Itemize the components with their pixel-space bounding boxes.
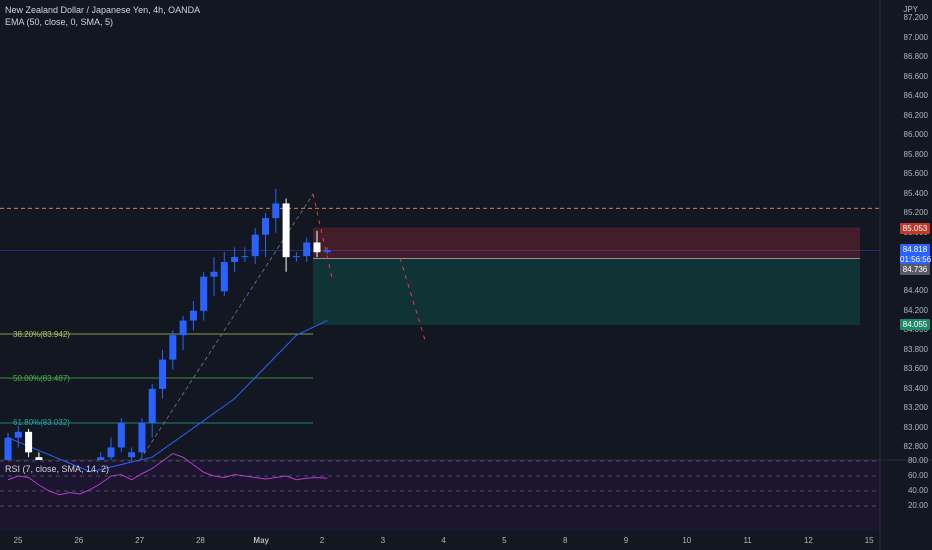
rsi-tick: 80.00 <box>907 456 928 465</box>
candle-body <box>210 271 218 277</box>
candle-body <box>14 431 22 438</box>
price-tick: 87.000 <box>903 32 928 42</box>
rsi-pane <box>7 452 328 496</box>
time-tick: 11 <box>743 536 752 545</box>
price-tick: 86.800 <box>903 52 928 62</box>
target-zone <box>313 258 860 325</box>
candle-body <box>97 457 105 460</box>
price-tick: 85.800 <box>903 149 928 159</box>
fib-label-50: 50.00%(83.487) <box>13 374 70 383</box>
candle-body <box>292 256 300 258</box>
candle-body <box>117 423 125 448</box>
price-tick: 83.400 <box>903 383 928 393</box>
position-tool[interactable] <box>313 227 860 325</box>
ema-legend[interactable]: EMA (50, close, 0, SMA, 5) <box>5 17 114 27</box>
time-tick: 4 <box>441 536 446 545</box>
candles[interactable] <box>4 188 331 460</box>
stop-zone <box>313 227 860 259</box>
candle-body <box>272 203 280 219</box>
candle-body <box>25 431 33 453</box>
price-tick: 83.600 <box>903 364 928 374</box>
countdown-badge: 01:56:56 <box>900 254 932 265</box>
candle-body <box>303 242 311 257</box>
candle-body <box>200 276 208 311</box>
price-tick: 87.200 <box>903 13 928 22</box>
price-tick: 86.000 <box>903 130 928 140</box>
candle-body <box>128 452 136 458</box>
stop-price-badge: 85.053 <box>900 223 930 234</box>
symbol-legend[interactable]: New Zealand Dollar / Japanese Yen, 4h, O… <box>5 5 201 15</box>
trend-line[interactable] <box>139 193 314 461</box>
candle-body <box>4 437 12 460</box>
time-tick: 10 <box>682 536 692 545</box>
candle-body <box>179 320 187 336</box>
price-tick: 83.000 <box>903 422 928 432</box>
candle-body <box>231 257 239 262</box>
time-tick: 27 <box>135 536 145 545</box>
rsi-tick: 60.00 <box>907 471 928 480</box>
projection-line[interactable] <box>312 193 426 341</box>
time-tick: 8 <box>562 536 568 545</box>
price-tick: 85.200 <box>903 208 928 218</box>
candle-body <box>262 218 269 235</box>
rsi-tick: 40.00 <box>907 486 928 495</box>
time-tick: 28 <box>195 536 205 545</box>
candle-body <box>189 310 197 321</box>
rsi-line <box>7 452 328 496</box>
candle-body <box>35 457 43 460</box>
candle-body <box>148 388 156 424</box>
price-tick: 84.200 <box>903 305 928 315</box>
time-tick: 2 <box>319 536 325 545</box>
candle-body <box>159 359 166 389</box>
candle-body <box>220 262 228 292</box>
time-tick: 25 <box>13 536 23 545</box>
price-tick: 86.600 <box>903 71 928 81</box>
ema-line <box>7 320 328 473</box>
fib-label-61: 61.80%(83.032) <box>13 418 70 427</box>
price-tick: 82.800 <box>903 442 928 452</box>
candle-body <box>138 423 146 453</box>
candle-body <box>241 256 249 258</box>
fib-label-38: 38.20%(83.942) <box>13 330 70 339</box>
price-tick: 83.200 <box>903 403 928 413</box>
time-tick: 12 <box>803 536 813 545</box>
time-tick: 15 <box>864 536 874 545</box>
current-price-badge: 84.818 <box>900 244 930 255</box>
currency-label: JPY <box>903 5 918 14</box>
rsi-pane-bg <box>0 460 880 530</box>
price-tick: 86.200 <box>903 110 928 120</box>
candle-body <box>282 203 290 258</box>
price-tick: 83.800 <box>903 344 928 354</box>
target-price-badge: 84.055 <box>900 319 930 330</box>
fib-retracement[interactable] <box>0 333 313 424</box>
time-tick: 26 <box>74 536 84 545</box>
time-tick: 9 <box>623 536 629 545</box>
price-tick: 86.400 <box>903 91 928 101</box>
rsi-legend[interactable]: RSI (7, close, SMA, 14, 2) <box>5 464 110 474</box>
candle-body <box>169 335 177 360</box>
time-tick: 3 <box>380 536 386 545</box>
projection-segment <box>312 193 334 283</box>
price-tick: 85.400 <box>903 188 928 198</box>
price-tick: 84.400 <box>903 286 928 296</box>
candle-body <box>251 234 259 257</box>
time-tick: 5 <box>502 536 507 545</box>
rsi-tick: 20.00 <box>907 501 928 510</box>
ema-path <box>7 320 328 473</box>
time-tick: May <box>253 536 269 545</box>
candle-body <box>313 242 321 253</box>
candle-body <box>107 447 115 458</box>
candle-body <box>323 250 331 253</box>
entry-price-badge: 84.736 <box>900 264 930 275</box>
trend-line-segment <box>139 193 314 461</box>
price-tick: 85.600 <box>903 169 928 179</box>
